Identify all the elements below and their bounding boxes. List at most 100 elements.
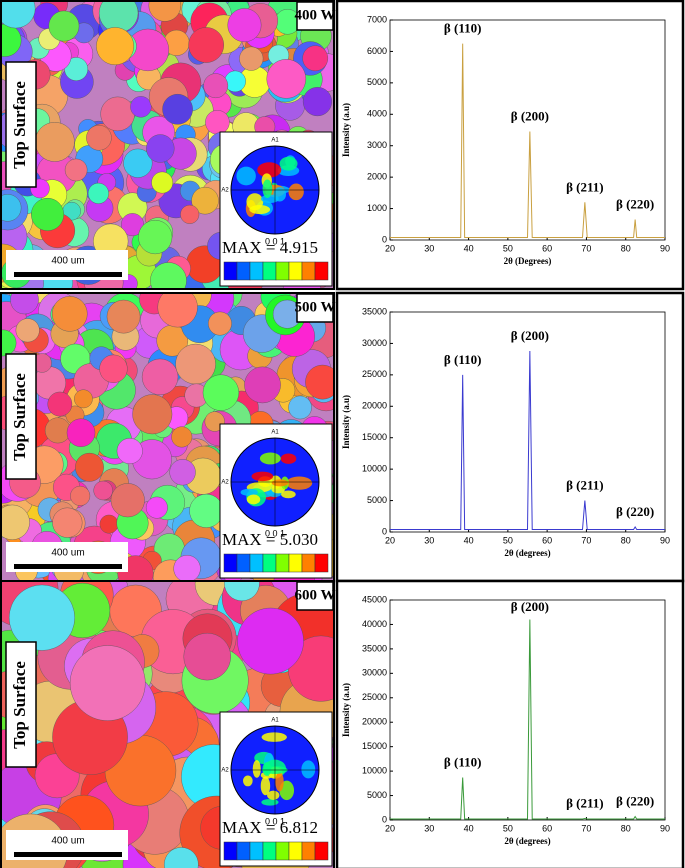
grain: [288, 395, 312, 420]
plot-frame: [389, 599, 666, 821]
colorbar-cell: [236, 553, 251, 573]
pole-axis-label: A2: [221, 768, 229, 774]
colorbar-cell: [223, 553, 238, 573]
chart-title: 400 W: [295, 7, 336, 23]
grain: [99, 354, 128, 383]
grain: [64, 158, 88, 182]
grain: [175, 343, 216, 385]
colorbar-cell: [275, 261, 290, 281]
label-box: [5, 641, 37, 768]
grain: [8, 584, 75, 651]
y-tick-label: 20000: [362, 717, 387, 727]
scale-label: 400 um: [51, 256, 84, 267]
colorbar-cell: [262, 841, 277, 861]
pole-blob: [281, 490, 296, 499]
colorbar-cell: [275, 841, 290, 861]
grain: [202, 374, 240, 411]
x-tick-label: 90: [660, 243, 670, 253]
pole-plane: 0 0 1: [265, 236, 285, 246]
pole-blob: [288, 183, 304, 201]
grain: [69, 645, 146, 721]
x-tick-label: 80: [621, 535, 631, 545]
pole-max: MAX = 5.030: [222, 530, 318, 549]
pole-blob: [240, 488, 258, 496]
grain: [224, 70, 246, 93]
scale-bar: [14, 564, 122, 569]
side-label: Top Surface: [10, 661, 29, 749]
x-tick-label: 20: [385, 535, 395, 545]
title-box: [296, 1, 334, 31]
y-tick-label: 15000: [362, 432, 387, 442]
grain: [10, 294, 39, 315]
grain: [2, 504, 30, 540]
pole-blob: [271, 479, 289, 487]
pole-blob: [236, 166, 256, 186]
x-tick-label: 50: [503, 243, 513, 253]
peak-label: β (220): [616, 504, 654, 519]
y-tick-label: 0: [382, 814, 387, 824]
colorbar-cell: [236, 841, 251, 861]
grain: [146, 134, 175, 163]
y-tick-label: 30000: [362, 668, 387, 678]
x-tick-label: 60: [542, 535, 552, 545]
peak-label: β (110): [444, 352, 482, 367]
peak-label: β (211): [566, 478, 604, 493]
grain: [173, 555, 201, 580]
xrd-line: [390, 43, 665, 238]
grain: [123, 148, 153, 178]
xrd-line: [390, 619, 665, 820]
pole-blob: [251, 471, 274, 482]
y-tick-label: 0: [382, 526, 387, 536]
grain: [150, 262, 187, 288]
label-box: [5, 61, 37, 188]
x-tick-label: 30: [424, 823, 434, 833]
y-tick-label: 25000: [362, 692, 387, 702]
peak-label: β (110): [444, 754, 482, 769]
colorbar-cell: [314, 841, 329, 861]
pole-plane: 0 0 1: [265, 528, 285, 538]
grain: [70, 485, 91, 506]
scale-label: 400 um: [51, 548, 84, 559]
pole-blob: [252, 760, 261, 778]
y-tick-label: 40000: [362, 619, 387, 629]
label-box: [5, 353, 37, 480]
grain: [2, 194, 22, 222]
pole-blob: [286, 476, 313, 490]
x-tick-label: 20: [385, 243, 395, 253]
chart-title: 600 W: [295, 587, 336, 603]
x-tick-label: 70: [581, 823, 591, 833]
grain: [106, 299, 141, 334]
pole-blob: [259, 452, 281, 465]
grain: [145, 496, 168, 519]
plot-frame: [389, 311, 666, 533]
panel-border: [0, 580, 335, 868]
peak-label: β (220): [616, 794, 654, 809]
grain: [66, 418, 96, 447]
x-tick-label: 30: [424, 535, 434, 545]
y-tick-label: 7000: [367, 14, 387, 24]
peak-label: β (211): [566, 796, 604, 811]
grain: [191, 186, 219, 215]
x-axis-label: 2θ (Degrees): [504, 256, 552, 266]
x-tick-label: 80: [621, 823, 631, 833]
grain: [180, 204, 200, 224]
x-tick-label: 50: [503, 823, 513, 833]
side-label: Top Surface: [10, 373, 29, 461]
y-tick-label: 20000: [362, 401, 387, 411]
y-tick-label: 2000: [367, 172, 387, 182]
pole-axis-label: A1: [271, 138, 279, 144]
grain: [141, 358, 179, 396]
pole-blob: [275, 772, 284, 792]
grain: [266, 59, 307, 99]
grain: [110, 483, 145, 518]
grain: [48, 10, 80, 42]
y-tick-label: 0: [382, 234, 387, 244]
grain: [34, 122, 75, 162]
colorbar-cell: [314, 261, 329, 281]
x-tick-label: 40: [464, 535, 474, 545]
peak-label: β (211): [566, 179, 604, 194]
colorbar-cell: [249, 841, 264, 861]
grain: [302, 87, 333, 117]
grain: [163, 847, 199, 868]
